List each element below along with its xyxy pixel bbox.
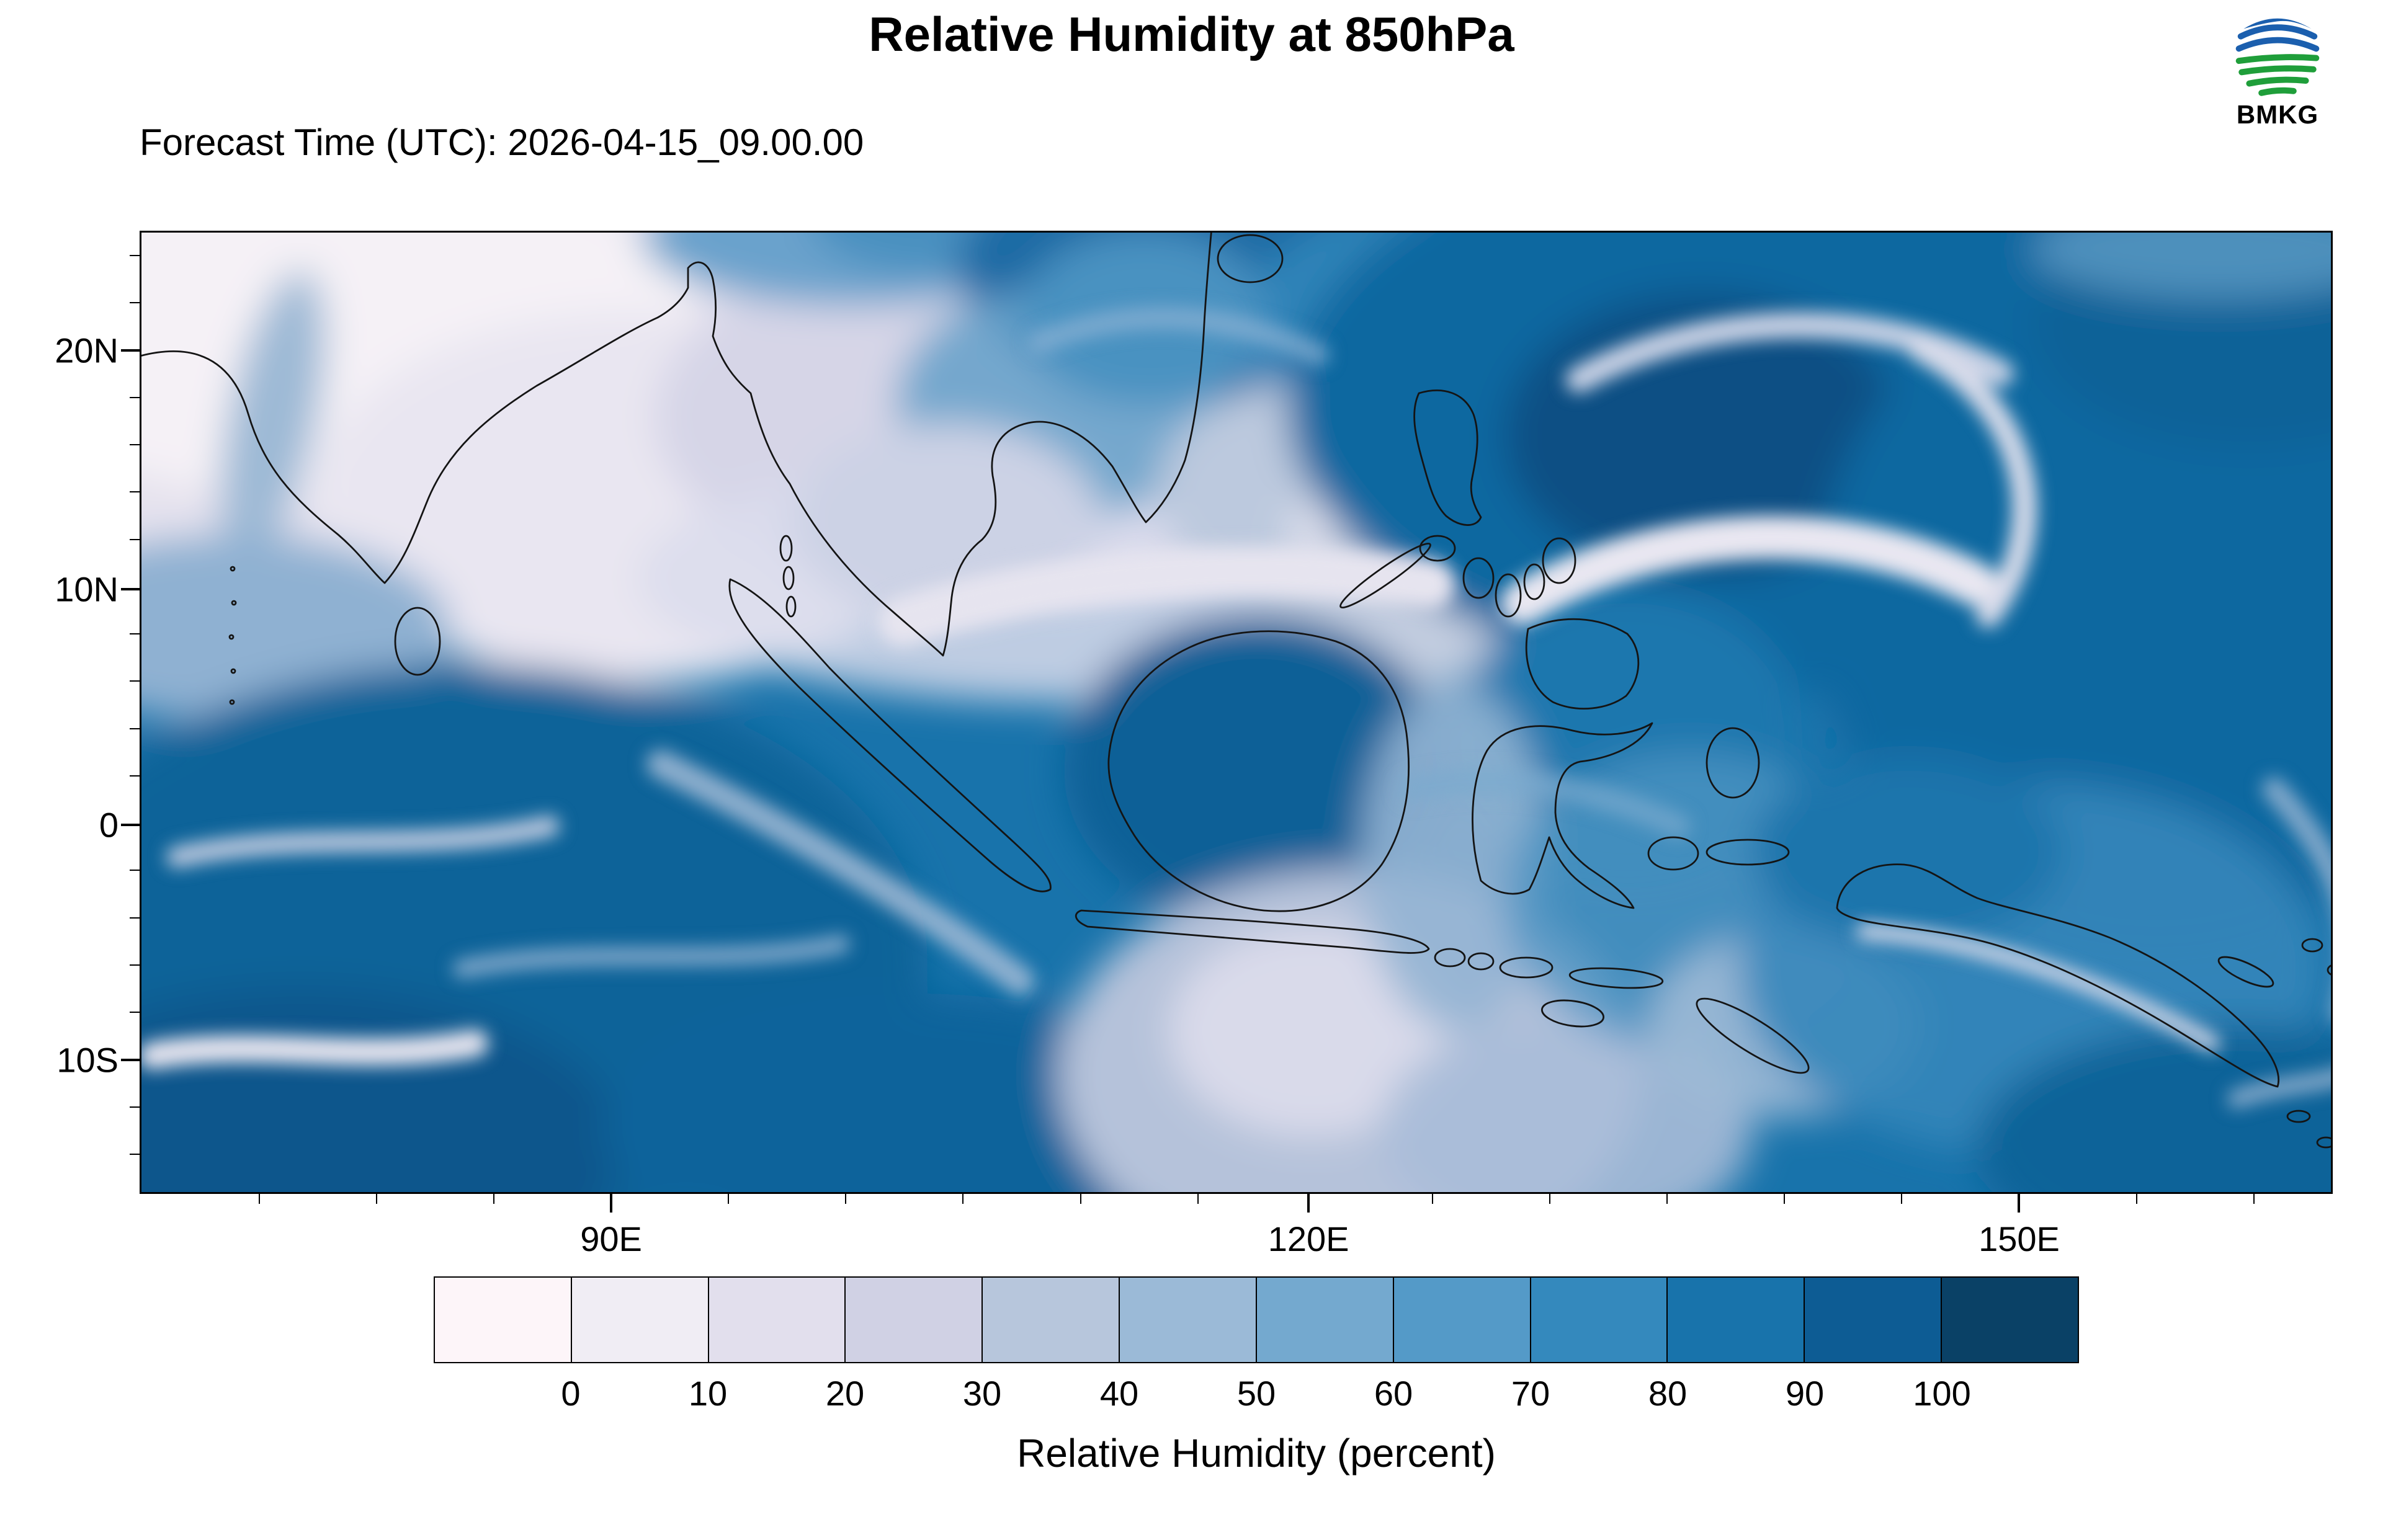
axis-tick	[375, 1194, 377, 1204]
colorbar-label: 0	[561, 1374, 581, 1413]
axis-tick	[1080, 1194, 1081, 1204]
axis-tick	[130, 1153, 140, 1155]
colorbar-title: Relative Humidity (percent)	[1017, 1431, 1496, 1475]
axis-tick	[130, 964, 140, 966]
axis-tick	[130, 538, 140, 540]
axis-tick	[121, 1059, 140, 1062]
colorbar-cell	[981, 1278, 1119, 1362]
colorbar-cell	[570, 1278, 708, 1362]
colorbar-labels: 0 10 20 30 40 50 60 70 80 90 100	[434, 1363, 2079, 1415]
axis-tick	[2135, 1194, 2137, 1204]
colorbar-label: 50	[1236, 1374, 1276, 1413]
forecast-time-label: Forecast Time (UTC): 2026-04-15_09.00.00	[140, 122, 864, 163]
axis-tick	[121, 587, 140, 590]
moisture-wisps	[140, 306, 2333, 1108]
colorbar-cell	[435, 1278, 571, 1362]
axis-tick	[121, 349, 140, 352]
lon-axis-label: 120E	[1268, 1219, 1349, 1258]
axis-tick	[962, 1194, 964, 1204]
axis-tick	[1549, 1194, 1550, 1204]
axis-tick	[610, 1194, 613, 1213]
colorbar-label: 10	[688, 1374, 728, 1413]
axis-tick	[1431, 1194, 1433, 1204]
axis-tick	[258, 1194, 260, 1204]
bmkg-logo-text: BMKG	[2236, 100, 2319, 129]
lat-axis-label: 10S	[56, 1040, 118, 1080]
axis-tick	[130, 491, 140, 493]
colorbar-label: 70	[1511, 1374, 1550, 1413]
axis-tick	[121, 824, 140, 827]
axis-tick	[1307, 1194, 1310, 1213]
axis-tick	[1197, 1194, 1199, 1204]
axis-tick	[130, 444, 140, 446]
axis-tick	[845, 1194, 847, 1204]
colorbar-cell	[1529, 1278, 1667, 1362]
axis-tick	[130, 680, 140, 682]
colorbar-cell	[1119, 1278, 1256, 1362]
plot-area: 20N 10N 0 10S 90E 120E 150E	[55, 231, 2333, 1258]
lat-axis-label: 0	[99, 805, 118, 845]
axis-tick	[130, 255, 140, 257]
axis-tick	[130, 870, 140, 871]
colorbar-cell	[1804, 1278, 1941, 1362]
axis-tick	[1666, 1194, 1668, 1204]
axis-tick	[130, 775, 140, 777]
lon-axis-label: 150E	[1978, 1219, 2060, 1258]
axis-tick	[493, 1194, 494, 1204]
axis-tick	[1784, 1194, 1786, 1204]
colorbar-label: 20	[825, 1374, 865, 1413]
axis-tick	[130, 302, 140, 304]
axis-tick	[130, 1106, 140, 1108]
humidity-field-map	[140, 231, 2333, 1194]
axis-tick	[130, 1012, 140, 1013]
axis-tick	[130, 633, 140, 635]
colorbar-label: 90	[1785, 1374, 1825, 1413]
colorbar-cell	[1255, 1278, 1393, 1362]
colorbar-label: 60	[1374, 1374, 1413, 1413]
colorbar-label: 80	[1648, 1374, 1688, 1413]
axis-tick	[130, 917, 140, 919]
axis-tick	[130, 396, 140, 398]
axis-tick	[2253, 1194, 2255, 1204]
colorbar: 0 10 20 30 40 50 60 70 80 90 100 Relative Humidity…	[434, 1276, 2079, 1476]
lon-axis-label: 90E	[580, 1219, 642, 1258]
coastlines	[140, 231, 2333, 1149]
axis-tick	[130, 728, 140, 729]
bmkg-logo: BMKG	[2215, 6, 2340, 130]
colorbar-label: 40	[1099, 1374, 1139, 1413]
colorbar-bar	[434, 1276, 2079, 1363]
page-title: Relative Humidity at 850hPa	[869, 7, 1514, 61]
lat-axis-label: 10N	[55, 569, 118, 609]
lat-axis-label: 20N	[55, 331, 118, 370]
colorbar-cell	[1941, 1278, 2078, 1362]
axis-tick	[2018, 1194, 2021, 1213]
colorbar-label: 100	[1913, 1374, 1971, 1413]
colorbar-cell	[1666, 1278, 1804, 1362]
colorbar-cell	[707, 1278, 845, 1362]
axis-tick	[728, 1194, 730, 1204]
bmkg-logo-icon	[2233, 9, 2322, 98]
colorbar-cell	[844, 1278, 982, 1362]
colorbar-cell	[1392, 1278, 1530, 1362]
colorbar-label: 30	[962, 1374, 1002, 1413]
axis-tick	[1901, 1194, 1903, 1204]
